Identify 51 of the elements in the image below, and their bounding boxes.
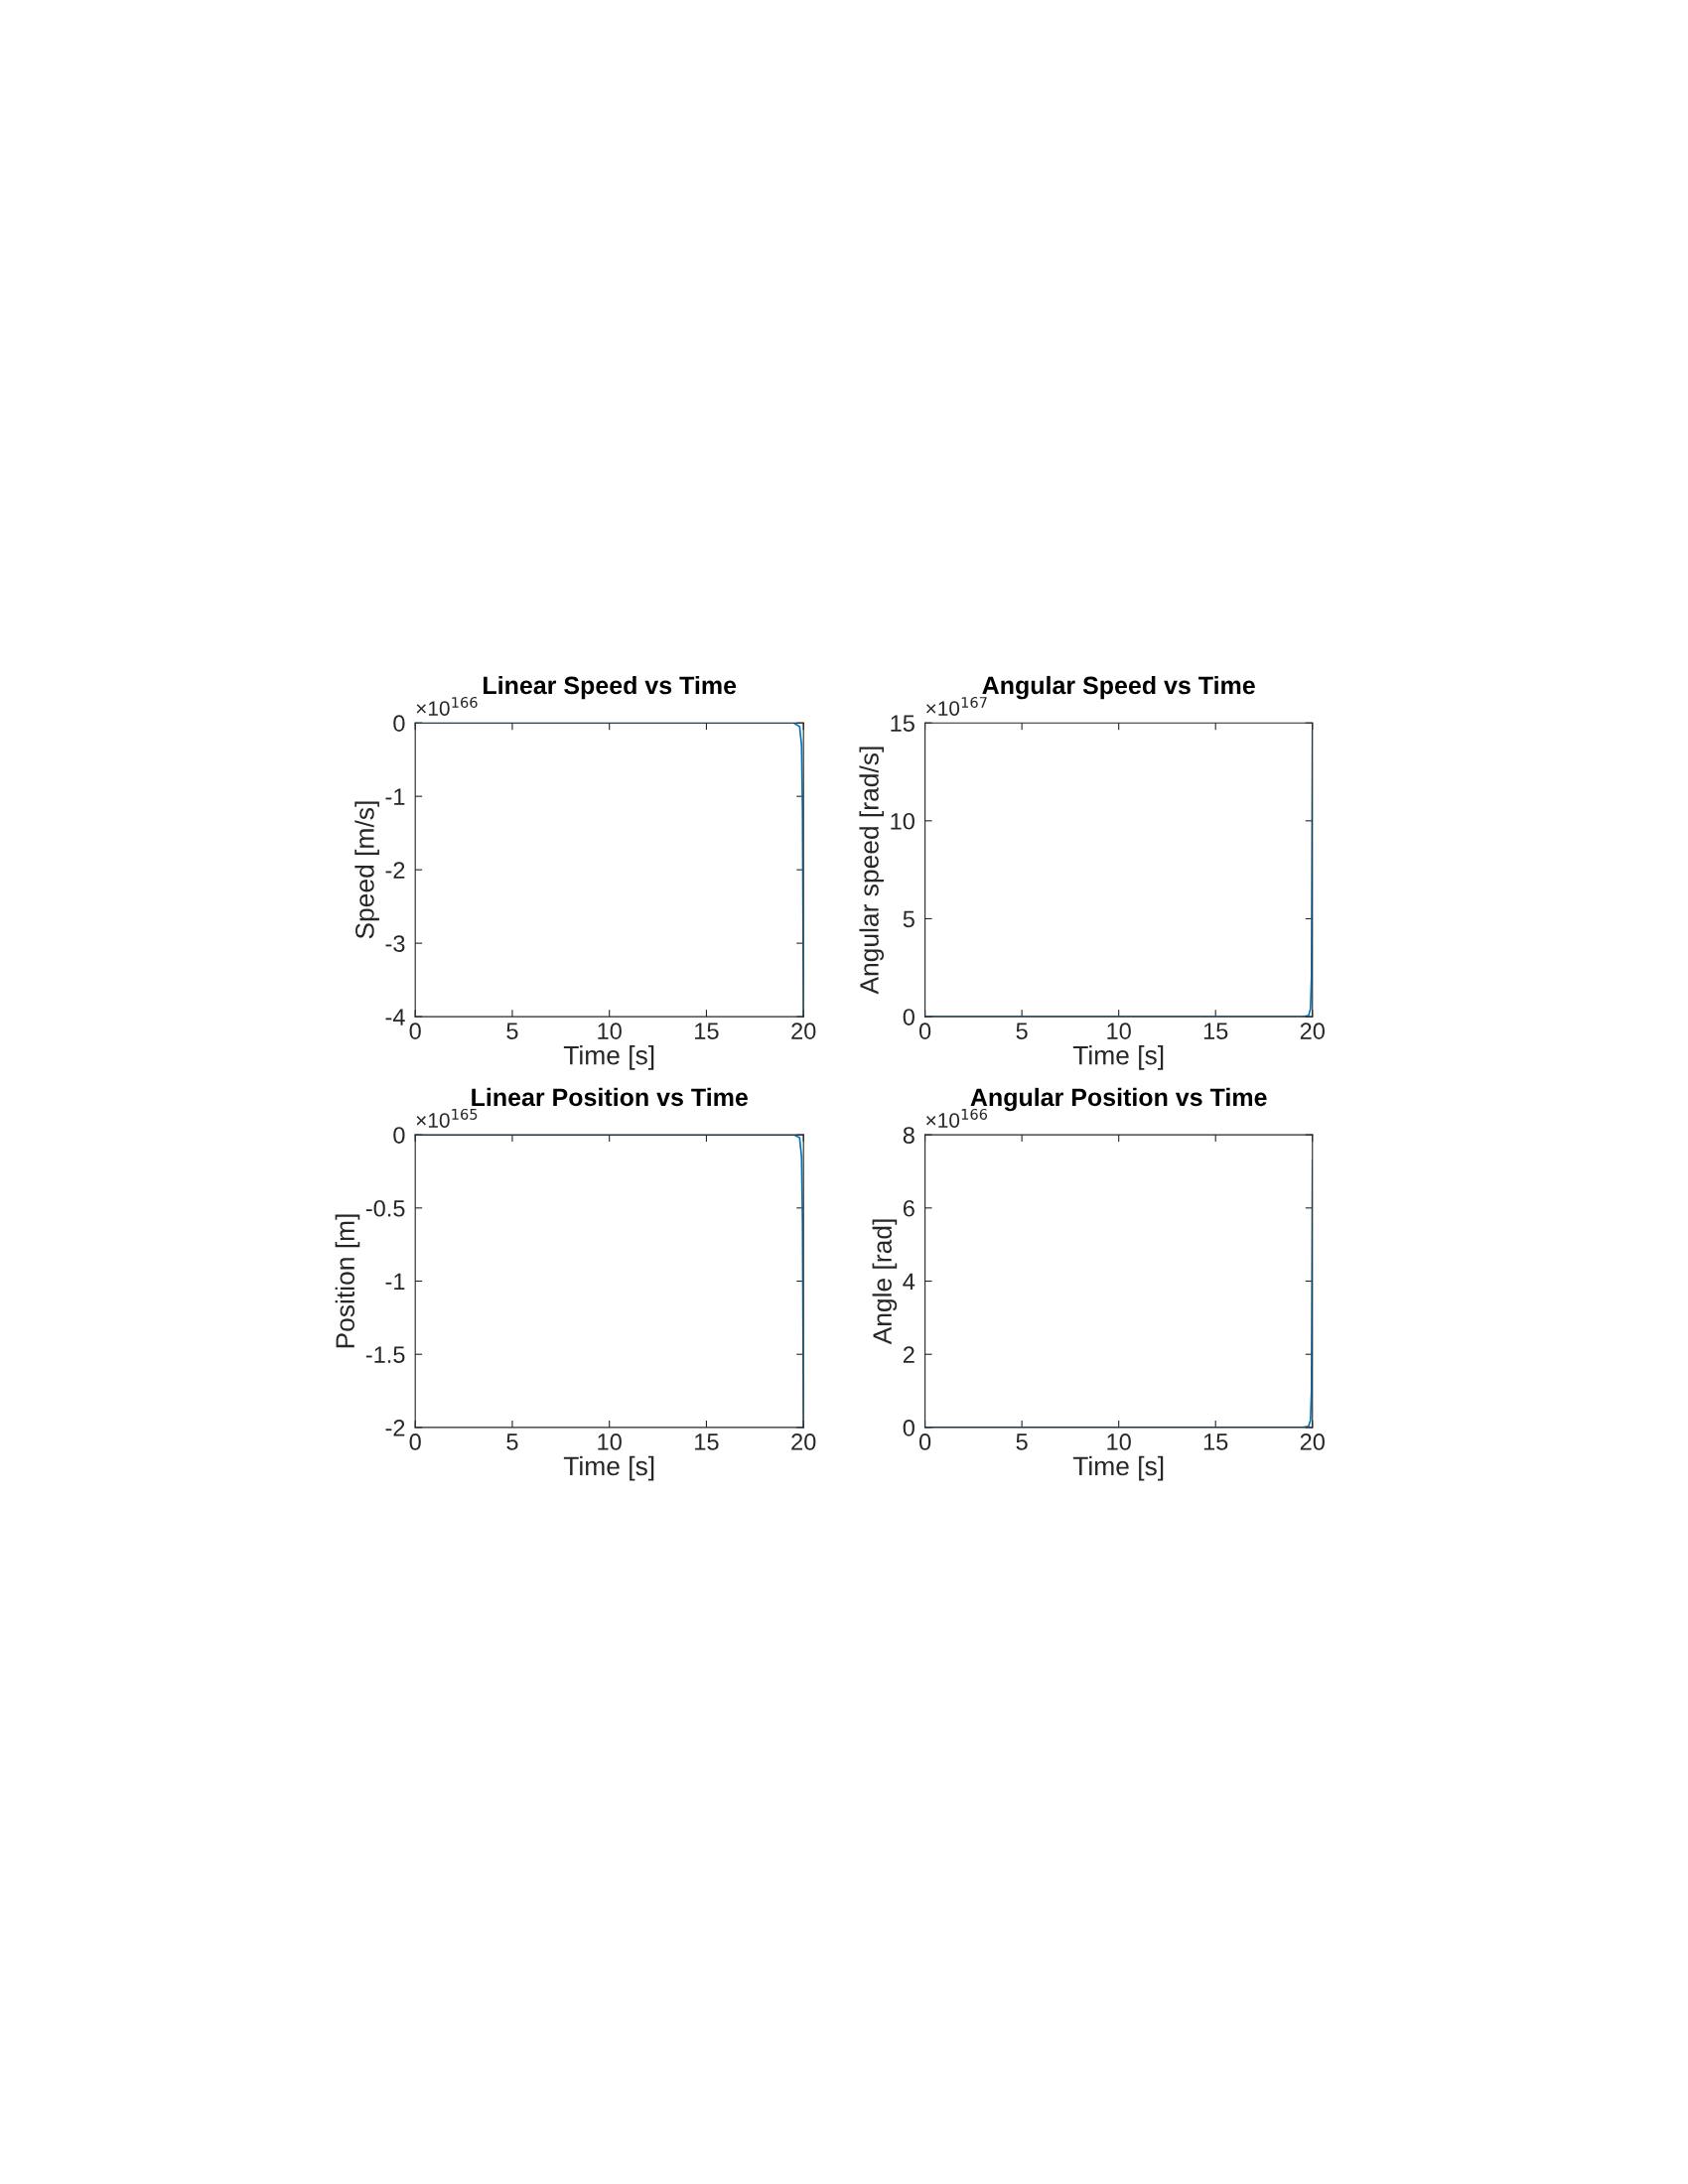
- y-tick-label: 6: [903, 1199, 914, 1217]
- chart-title: Linear Speed vs Time: [484, 675, 737, 700]
- y-tick-label: 0: [393, 1127, 405, 1144]
- x-tick-label: 0: [918, 1433, 931, 1450]
- x-tick-label: 10: [598, 1023, 622, 1039]
- x-tick-label: 10: [598, 1433, 622, 1450]
- y-tick-label: 10: [891, 812, 914, 830]
- y-tick-label: 15: [891, 715, 914, 732]
- x-tick-label: 15: [1203, 1023, 1228, 1039]
- y-tick-label: 0: [903, 1419, 914, 1436]
- y-tick-label: 0: [903, 1009, 914, 1025]
- x-tick-label: 0: [409, 1023, 421, 1039]
- y-tick-label: 5: [903, 910, 914, 928]
- text: ×10$^{165}$: [416, 1108, 478, 1128]
- y-tick-label: 0: [393, 715, 405, 732]
- x-axis-title: Time [s]: [563, 1045, 654, 1070]
- x-tick-label: 15: [695, 1023, 719, 1039]
- y-tick-label: -1: [385, 788, 405, 805]
- y-tick-label: -1: [385, 1273, 405, 1291]
- y-axis-title: Position [m]: [335, 1214, 360, 1348]
- x-tick-label: 20: [791, 1433, 816, 1450]
- y-tick-label: 2: [903, 1346, 914, 1363]
- y-tick-label: 8: [903, 1127, 914, 1144]
- x-tick-label: 15: [695, 1433, 719, 1450]
- y-tick-label: -3: [385, 935, 405, 952]
- x-axis-title: Time [s]: [1072, 1045, 1164, 1070]
- chart-title: Linear Position vs Time: [472, 1087, 748, 1107]
- x-tick-label: 20: [791, 1023, 816, 1039]
- y-axis-title: Angular speed [rad/s]: [859, 747, 885, 995]
- y-tick-label: -2: [385, 1419, 405, 1436]
- x-tick-label: 10: [1107, 1023, 1131, 1039]
- x-tick-label: 5: [1016, 1023, 1028, 1039]
- y-tick-label: -0.5: [365, 1199, 405, 1217]
- y-axis-title: Angle [rad]: [872, 1219, 898, 1345]
- x-tick-label: 5: [506, 1023, 518, 1039]
- x-tick-label: 5: [1016, 1433, 1028, 1450]
- x-axis-title: Time [s]: [563, 1455, 654, 1481]
- y-tick-label: -2: [385, 862, 405, 879]
- x-tick-label: 10: [1107, 1433, 1131, 1450]
- y-axis-title: Speed [m/s]: [354, 801, 379, 939]
- x-tick-label: 20: [1300, 1433, 1325, 1450]
- x-tick-label: 0: [409, 1433, 421, 1450]
- text: ×10$^{166}$: [416, 696, 478, 716]
- x-tick-label: 15: [1203, 1433, 1228, 1450]
- x-tick-label: 20: [1300, 1023, 1325, 1039]
- x-axis-title: Time [s]: [1072, 1455, 1164, 1481]
- y-tick-label: -4: [385, 1009, 405, 1025]
- x-tick-label: 0: [918, 1023, 931, 1039]
- y-tick-label: -1.5: [365, 1346, 405, 1364]
- x-tick-label: 5: [506, 1433, 518, 1450]
- y-tick-label: 4: [903, 1273, 915, 1291]
